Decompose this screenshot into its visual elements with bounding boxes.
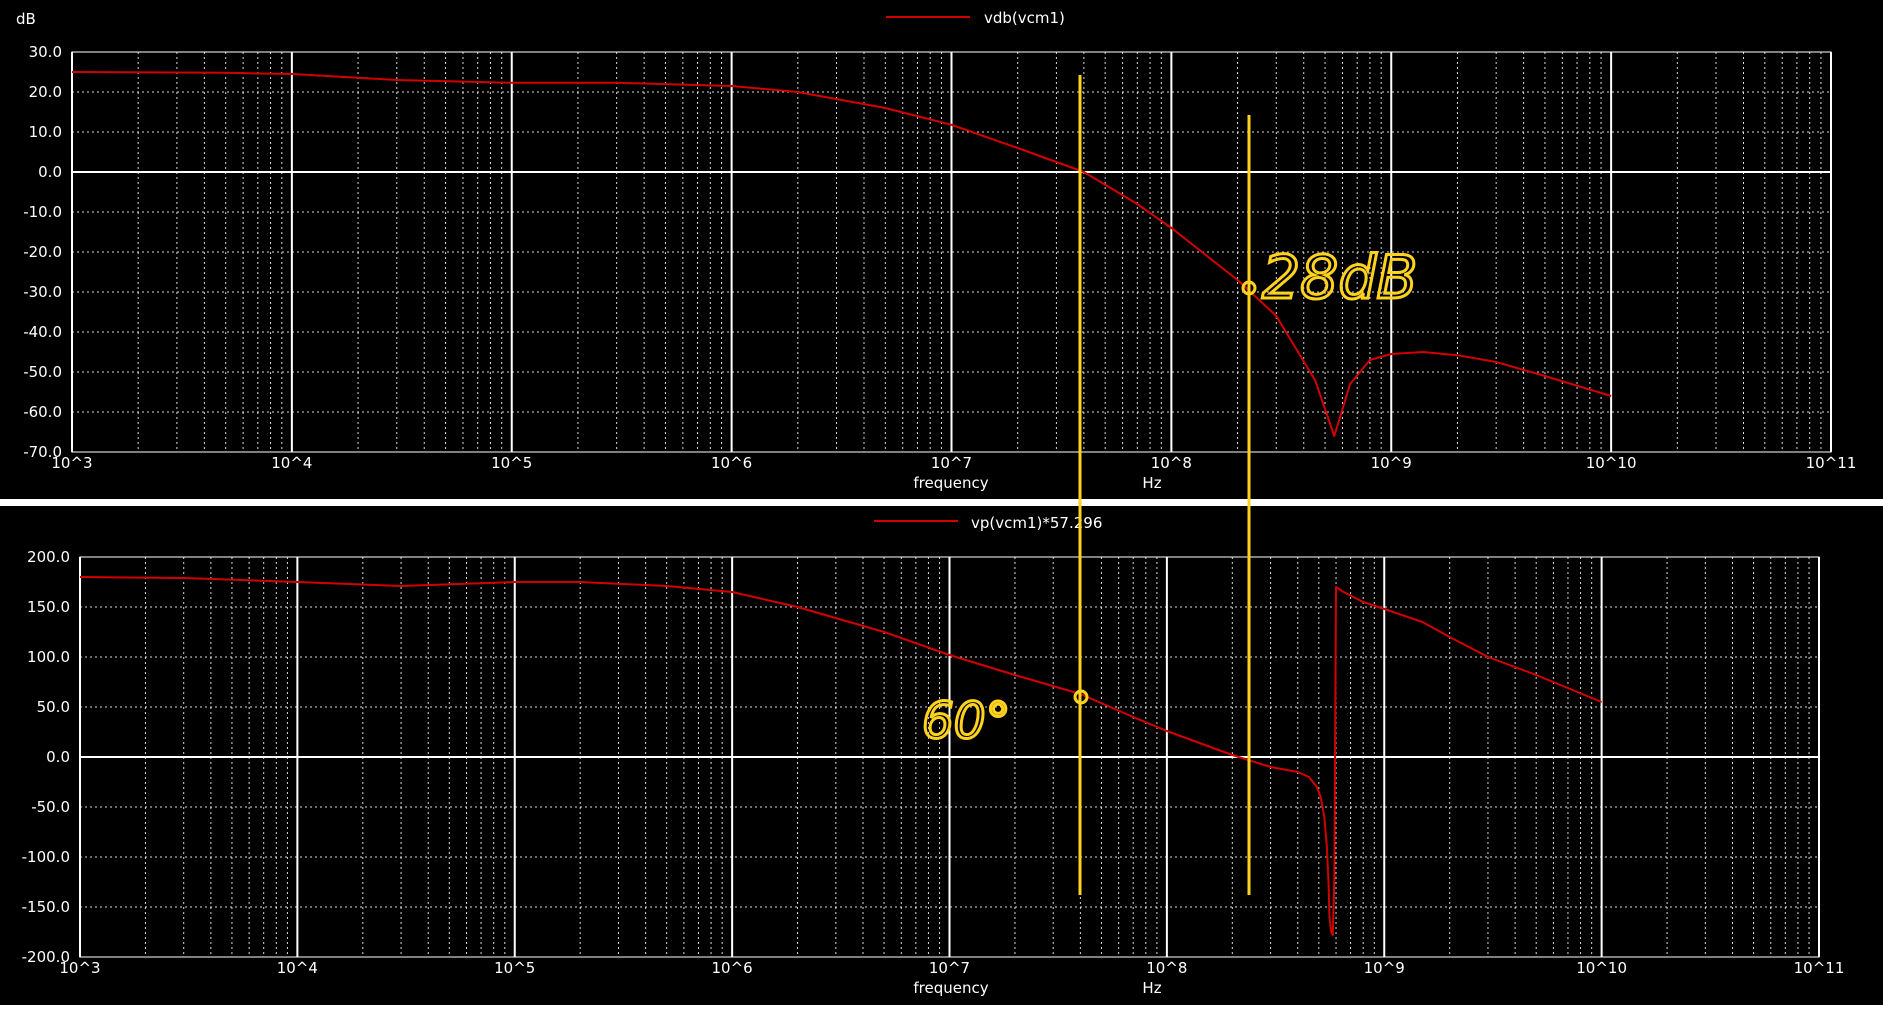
- phase-y-tick-label: 0.0: [46, 748, 70, 766]
- mag-y-tick-label: 30.0: [29, 43, 62, 61]
- mag-y-tick-label: -50.0: [23, 363, 62, 381]
- phase-plot-frame: [79, 556, 1820, 958]
- mag-y-tick-label: -60.0: [23, 403, 62, 421]
- phase-x-tick-label: 10^5: [494, 959, 535, 977]
- phase-x-tick-label: 10^4: [277, 959, 318, 977]
- mag-series-line: [71, 71, 1612, 437]
- phase-x-tick-label: 10^3: [59, 959, 100, 977]
- mag-y-tick-label: 20.0: [29, 83, 62, 101]
- annotation-layer: 28dB 60°: [921, 75, 1419, 895]
- phase-y-tick-label: 150.0: [27, 598, 70, 616]
- mag-x-tick-label: 10^9: [1371, 454, 1412, 472]
- x-unit-label-magnitude: Hz: [1142, 474, 1161, 492]
- phase-series-line: [79, 576, 1602, 936]
- legend-label-magnitude: vdb(vcm1): [984, 9, 1065, 27]
- phase-x-tick-label: 10^6: [712, 959, 753, 977]
- mag-x-tick-label: 10^10: [1586, 454, 1637, 472]
- phase-y-tick-label: -100.0: [22, 848, 70, 866]
- mag-x-tick-label: 10^4: [271, 454, 312, 472]
- marker-phase: [1073, 689, 1089, 705]
- mag-y-tick-label: 0.0: [38, 163, 62, 181]
- x-axis-title-phase: frequency: [913, 979, 988, 997]
- marker-magnitude: [1241, 280, 1257, 296]
- bottom-strip: [0, 1005, 1883, 1011]
- phase-y-tick-label: 200.0: [27, 548, 70, 566]
- mag-y-tick-label: -30.0: [23, 283, 62, 301]
- phase-y-tick-label: -200.0: [22, 948, 70, 966]
- mag-y-tick-label: -40.0: [23, 323, 62, 341]
- mag-x-tick-label: 10^8: [1151, 454, 1192, 472]
- x-axis-title-magnitude: frequency: [913, 474, 988, 492]
- mag-y-tick-label: -20.0: [23, 243, 62, 261]
- mag-y-tick-label: -10.0: [23, 203, 62, 221]
- phase-x-tick-label: 10^9: [1364, 959, 1405, 977]
- mag-x-tick-label: 10^7: [931, 454, 972, 472]
- phase-y-tick-label: 50.0: [37, 698, 70, 716]
- phase-x-tick-label: 10^7: [929, 959, 970, 977]
- mag-x-tick-label: 10^6: [711, 454, 752, 472]
- phase-x-tick-label: 10^8: [1146, 959, 1187, 977]
- y-unit-label: dB: [16, 10, 36, 28]
- x-unit-label-phase: Hz: [1142, 979, 1161, 997]
- phase-y-tick-label: 100.0: [27, 648, 70, 666]
- mag-y-tick-label: -70.0: [23, 443, 62, 461]
- mag-plot-frame: [71, 51, 1832, 453]
- annotation-magnitude-note: 28dB: [1262, 243, 1418, 313]
- phase-x-tick-label: 10^11: [1794, 959, 1845, 977]
- legend-label-phase: vp(vcm1)*57.296: [971, 514, 1102, 532]
- annotation-phase-note: 60°: [922, 692, 1011, 750]
- mag-y-tick-label: 10.0: [29, 123, 62, 141]
- phase-y-tick-label: -150.0: [22, 898, 70, 916]
- phase-y-tick-label: -50.0: [31, 798, 70, 816]
- magnitude-panel: 30.0 20.0 10.0 0.0 -10.0 -20.0 -30.0 -40.0 -50.0…: [23, 43, 1856, 472]
- mag-x-tick-label: 10^5: [491, 454, 532, 472]
- panel-separator: [0, 499, 1883, 506]
- mag-x-tick-label: 10^3: [51, 454, 92, 472]
- phase-x-tick-label: 10^10: [1576, 959, 1627, 977]
- mag-x-tick-label: 10^11: [1806, 454, 1857, 472]
